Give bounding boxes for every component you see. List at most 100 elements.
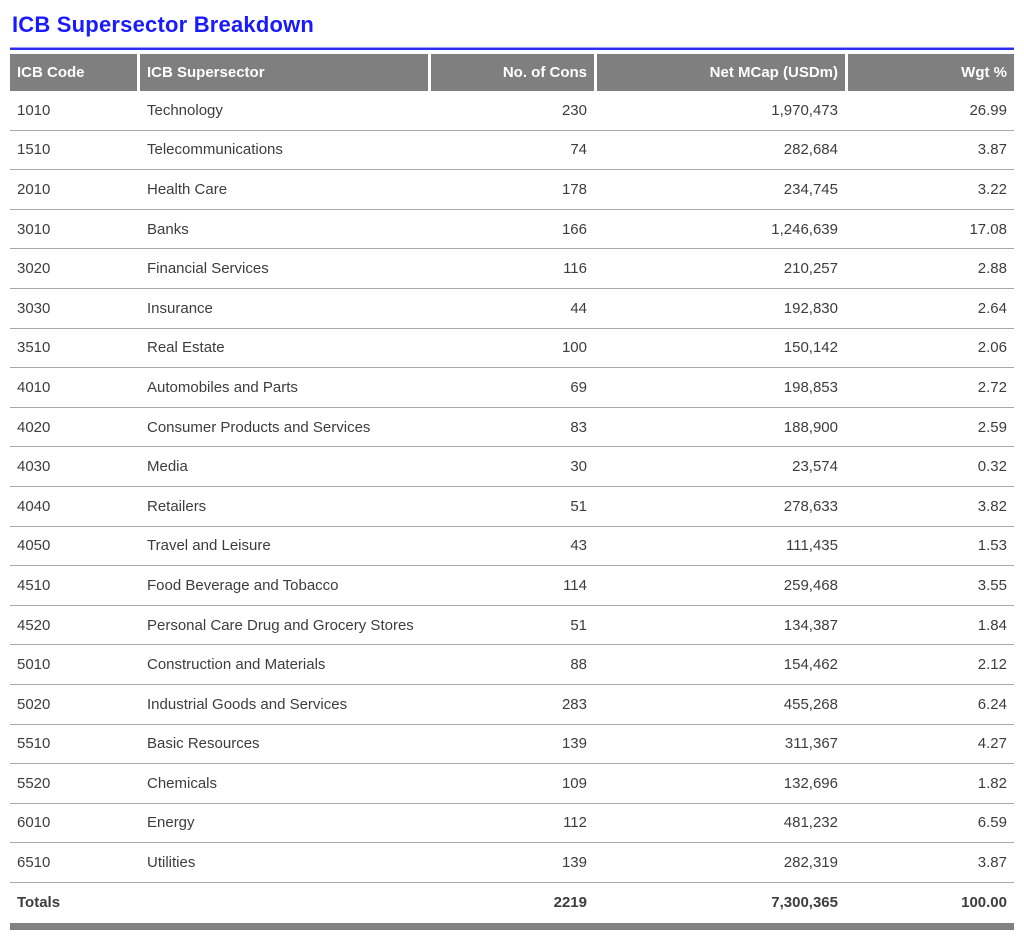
cell-icb-supersector: Retailers (147, 497, 207, 515)
cell-icb-supersector: Banks (147, 220, 189, 238)
cell-net-mcap: 282,684 (783, 141, 838, 159)
header-cell-icb-code: ICB Code (10, 54, 137, 91)
table-row: 4020 Consumer Products and Services 83 1… (10, 408, 1014, 448)
title-underline (10, 47, 1014, 50)
cell-wgt-pct: 2.64 (977, 299, 1007, 317)
table-row: 6510 Utilities 139 282,319 3.87 (10, 843, 1014, 883)
cell-wgt-pct: 2.72 (977, 378, 1007, 396)
cell-icb-code: 5520 (17, 774, 51, 792)
table-row: 3030 Insurance 44 192,830 2.64 (10, 289, 1014, 329)
cell-icb-supersector: Automobiles and Parts (147, 378, 298, 396)
cell-icb-supersector: Health Care (147, 180, 228, 198)
cell-icb-supersector: Technology (147, 101, 223, 119)
cell-wgt-pct: 6.24 (977, 695, 1007, 713)
cell-icb-code: 4520 (17, 616, 51, 634)
cell-icb-code: 4010 (17, 378, 51, 396)
cell-wgt-pct: 3.87 (977, 854, 1007, 872)
cell-icb-code: 6010 (17, 814, 51, 832)
cell-net-mcap: 311,367 (784, 735, 838, 753)
table-row: 5010 Construction and Materials 88 154,4… (10, 645, 1014, 685)
table-header-row: ICB Code ICB Supersector No. of Cons Net… (10, 54, 1014, 91)
cell-no-of-cons: 116 (563, 260, 587, 278)
cell-icb-supersector: Basic Resources (147, 735, 260, 753)
cell-icb-code: 6510 (17, 854, 51, 872)
totals-row: Totals 2219 7,300,365 100.00 (10, 883, 1014, 923)
page-title: ICB Supersector Breakdown (12, 12, 315, 37)
cell-net-mcap: 481,232 (783, 814, 838, 832)
cell-net-mcap: 192,830 (783, 299, 838, 317)
cell-net-mcap: 278,633 (783, 497, 838, 515)
cell-no-of-cons: 109 (561, 774, 587, 792)
cell-wgt-pct: 26.99 (969, 101, 1007, 119)
cell-no-of-cons: 114 (563, 576, 587, 594)
cell-icb-supersector: Industrial Goods and Services (147, 695, 348, 713)
cell-icb-code: 5010 (17, 656, 51, 674)
cell-net-mcap: 134,387 (783, 616, 838, 634)
cell-no-of-cons: 69 (570, 378, 587, 396)
cell-net-mcap: 210,257 (783, 260, 838, 278)
header-cell-wgt-pct: Wgt % (848, 54, 1014, 91)
cell-icb-code: 3510 (17, 339, 51, 357)
cell-icb-supersector: Insurance (147, 299, 213, 317)
cell-icb-supersector: Travel and Leisure (147, 537, 271, 555)
cell-net-mcap: 23,574 (792, 458, 838, 476)
cell-wgt-pct: 2.12 (977, 656, 1007, 674)
cell-icb-code: 5510 (17, 735, 51, 753)
cell-net-mcap: 455,268 (783, 695, 838, 713)
cell-icb-code: 5020 (17, 695, 51, 713)
cell-icb-code: 3020 (17, 260, 51, 278)
table-row: 5520 Chemicals 109 132,696 1.82 (10, 764, 1014, 804)
cell-no-of-cons: 283 (561, 695, 587, 713)
totals-mcap: 7,300,365 (771, 894, 838, 912)
cell-net-mcap: 132,696 (783, 774, 838, 792)
cell-icb-supersector: Energy (147, 814, 195, 832)
table-row: 4010 Automobiles and Parts 69 198,853 2.… (10, 368, 1014, 408)
cell-icb-code: 4020 (17, 418, 51, 436)
cell-no-of-cons: 230 (561, 101, 587, 119)
cell-icb-code: 3010 (17, 220, 51, 238)
table-body: 1010 Technology 230 1,970,473 26.99 1510… (10, 91, 1014, 883)
cell-wgt-pct: 0.32 (977, 458, 1007, 476)
cell-net-mcap: 282,319 (783, 854, 838, 872)
table-row: 4030 Media 30 23,574 0.32 (10, 447, 1014, 487)
cell-wgt-pct: 1.84 (977, 616, 1007, 634)
totals-wgt: 100.00 (961, 894, 1007, 912)
cell-icb-supersector: Financial Services (147, 260, 269, 278)
table-row: 6010 Energy 112 481,232 6.59 (10, 804, 1014, 844)
table-row: 4040 Retailers 51 278,633 3.82 (10, 487, 1014, 527)
cell-icb-supersector: Chemicals (147, 774, 218, 792)
cell-no-of-cons: 74 (570, 141, 587, 159)
table-row: 3510 Real Estate 100 150,142 2.06 (10, 329, 1014, 369)
table-row: 3010 Banks 166 1,246,639 17.08 (10, 210, 1014, 250)
cell-net-mcap: 234,745 (783, 180, 838, 198)
header-cell-no-of-cons: No. of Cons (431, 54, 594, 91)
header-cell-net-mcap: Net MCap (USDm) (597, 54, 845, 91)
table-row: 2010 Health Care 178 234,745 3.22 (10, 170, 1014, 210)
cell-wgt-pct: 1.53 (977, 537, 1007, 555)
cell-icb-supersector: Consumer Products and Services (147, 418, 371, 436)
table-row: 4510 Food Beverage and Tobacco 114 259,4… (10, 566, 1014, 606)
totals-spacer (140, 883, 428, 923)
cell-icb-code: 3030 (17, 299, 51, 317)
cell-icb-code: 2010 (17, 180, 51, 198)
cell-net-mcap: 198,853 (783, 378, 838, 396)
table-row: 4520 Personal Care Drug and Grocery Stor… (10, 606, 1014, 646)
totals-label: Totals (17, 894, 61, 912)
cell-icb-supersector: Real Estate (147, 339, 225, 357)
cell-icb-code: 4510 (17, 576, 51, 594)
cell-wgt-pct: 3.55 (977, 576, 1007, 594)
table-row: 1010 Technology 230 1,970,473 26.99 (10, 91, 1014, 131)
cell-icb-supersector: Personal Care Drug and Grocery Stores (147, 616, 414, 634)
cell-wgt-pct: 4.27 (977, 735, 1007, 753)
cell-net-mcap: 154,462 (783, 656, 838, 674)
table-row: 5510 Basic Resources 139 311,367 4.27 (10, 725, 1014, 765)
cell-no-of-cons: 139 (561, 735, 587, 753)
cell-icb-code: 4040 (17, 497, 51, 515)
cell-net-mcap: 150,142 (783, 339, 838, 357)
cell-no-of-cons: 100 (561, 339, 587, 357)
table-row: 1510 Telecommunications 74 282,684 3.87 (10, 131, 1014, 171)
cell-wgt-pct: 2.88 (977, 260, 1007, 278)
cell-wgt-pct: 6.59 (977, 814, 1007, 832)
cell-wgt-pct: 3.22 (977, 180, 1007, 198)
cell-icb-code: 1010 (17, 101, 51, 119)
